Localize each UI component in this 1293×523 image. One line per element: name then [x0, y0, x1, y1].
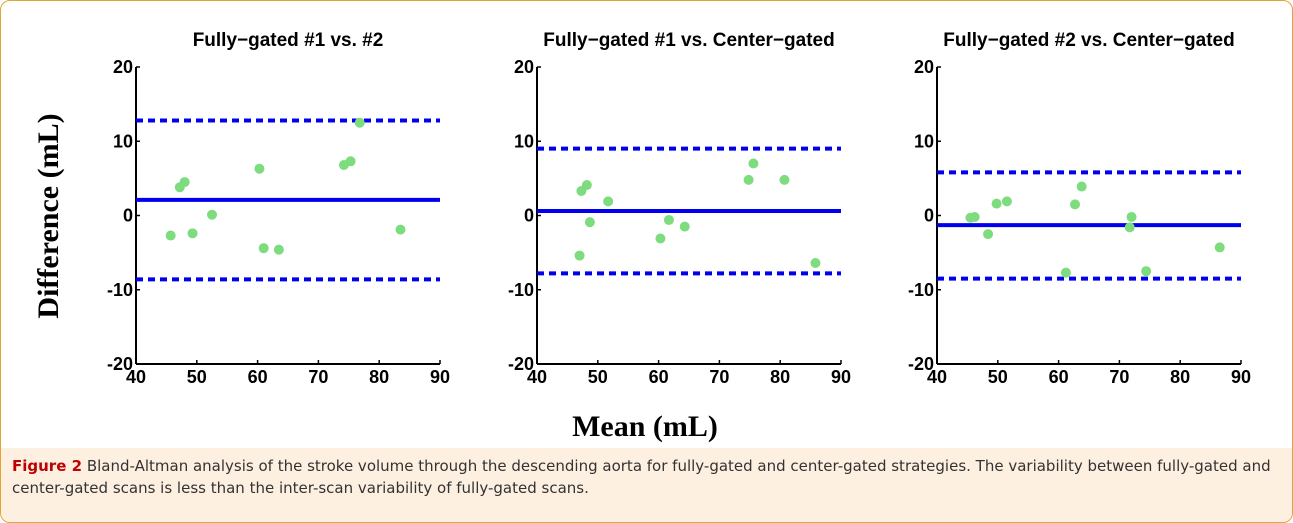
panel-2-x-tick-label: 90 — [831, 367, 851, 387]
panel-1-y-tick-label: 10 — [113, 131, 133, 151]
panel-3-data-point — [983, 229, 994, 240]
panel-2-y-tick-label: 20 — [514, 57, 534, 77]
panel-1-x-tick-label: 70 — [308, 367, 328, 387]
panel-3-data-point — [1001, 196, 1012, 207]
panel-3-x-tick-label: 70 — [1109, 367, 1129, 387]
panel-1-data-point — [395, 224, 406, 235]
panel-1-data-point — [179, 177, 190, 188]
panel-1-data-point — [345, 156, 356, 167]
x-axis-title: Mean (mL) — [572, 410, 718, 443]
panel-2-x-tick-label: 40 — [527, 367, 547, 387]
panel-3-y-tick-label: 0 — [924, 206, 934, 226]
panel-1-data-point — [354, 117, 365, 128]
panel-2-data-point — [743, 174, 754, 185]
panel-1-data-point — [254, 163, 265, 174]
panel-3-data-point — [1126, 211, 1137, 222]
panel-1-data-point — [165, 230, 176, 241]
panel-2-data-point — [574, 250, 585, 261]
caption-text: Bland-Altman analysis of the stroke volu… — [12, 457, 1271, 497]
panel-2-title: Fully−gated #1 vs. Center−gated — [543, 30, 834, 51]
panel-3-y-tick-label: -10 — [908, 280, 934, 300]
panel-3-data-point — [1214, 242, 1225, 253]
panel-3-x-tick-label: 40 — [927, 367, 947, 387]
panel-3-data-point — [969, 211, 980, 222]
panel-3-data-point — [991, 198, 1002, 209]
panel-1-data-point — [258, 243, 269, 254]
panel-3-y-tick-label: 20 — [914, 57, 934, 77]
panel-2-data-point — [679, 221, 690, 232]
panel-2-x-tick-label: 80 — [770, 367, 790, 387]
figure-caption: Figure 2 Bland-Altman analysis of the st… — [12, 455, 1282, 499]
panel-3-x-tick-label: 90 — [1231, 367, 1251, 387]
panel-2-x-tick-label: 50 — [588, 367, 608, 387]
panel-2-data-point — [779, 174, 790, 185]
panel-1-x-tick-label: 40 — [126, 367, 146, 387]
caption-label: Figure 2 — [12, 457, 83, 475]
panel-3-data-point — [1076, 181, 1087, 192]
panel-1-data-point — [187, 228, 198, 239]
panel-3-x-tick-label: 60 — [1049, 367, 1069, 387]
caption-background — [1, 448, 1292, 522]
panel-3-title: Fully−gated #2 vs. Center−gated — [943, 30, 1234, 51]
panel-1-title: Fully−gated #1 vs. #2 — [193, 30, 384, 51]
panel-1-x-tick-label: 90 — [430, 367, 450, 387]
panel-2-x-tick-label: 70 — [709, 367, 729, 387]
panel-2-data-point — [655, 233, 666, 244]
panel-1-x-tick-label: 80 — [369, 367, 389, 387]
panel-3-data-point — [1124, 222, 1135, 233]
panel-3-x-tick-label: 50 — [988, 367, 1008, 387]
panel-2-data-point — [810, 258, 821, 269]
panel-3-data-point — [1060, 267, 1071, 278]
panel-1-y-tick-label: 0 — [123, 206, 133, 226]
panel-3-data-point — [1070, 199, 1081, 210]
panel-1-x-tick-label: 50 — [187, 367, 207, 387]
panel-3-data-point — [1141, 266, 1152, 277]
panel-1-y-tick-label: 20 — [113, 57, 133, 77]
panel-2-data-point — [663, 214, 674, 225]
panel-3-y-tick-label: -20 — [908, 354, 934, 374]
panel-2-data-point — [748, 158, 759, 169]
panel-1-data-point — [273, 244, 284, 255]
panel-3-x-tick-label: 80 — [1170, 367, 1190, 387]
panel-1-y-tick-label: -20 — [107, 354, 133, 374]
panel-2-y-tick-label: -20 — [508, 354, 534, 374]
panel-2-y-tick-label: 0 — [524, 206, 534, 226]
panel-2-data-point — [584, 217, 595, 228]
panel-3-y-tick-label: 10 — [914, 131, 934, 151]
panel-2-x-tick-label: 60 — [649, 367, 669, 387]
panel-1-y-tick-label: -10 — [107, 280, 133, 300]
panel-2-y-tick-label: 10 — [514, 131, 534, 151]
panel-2-data-point — [603, 196, 614, 207]
y-axis-title: Difference (mL) — [32, 113, 65, 318]
panel-1-data-point — [207, 209, 217, 220]
panel-1-x-tick-label: 60 — [248, 367, 268, 387]
panel-2-y-tick-label: -10 — [508, 280, 534, 300]
panel-2-data-point — [581, 180, 592, 191]
